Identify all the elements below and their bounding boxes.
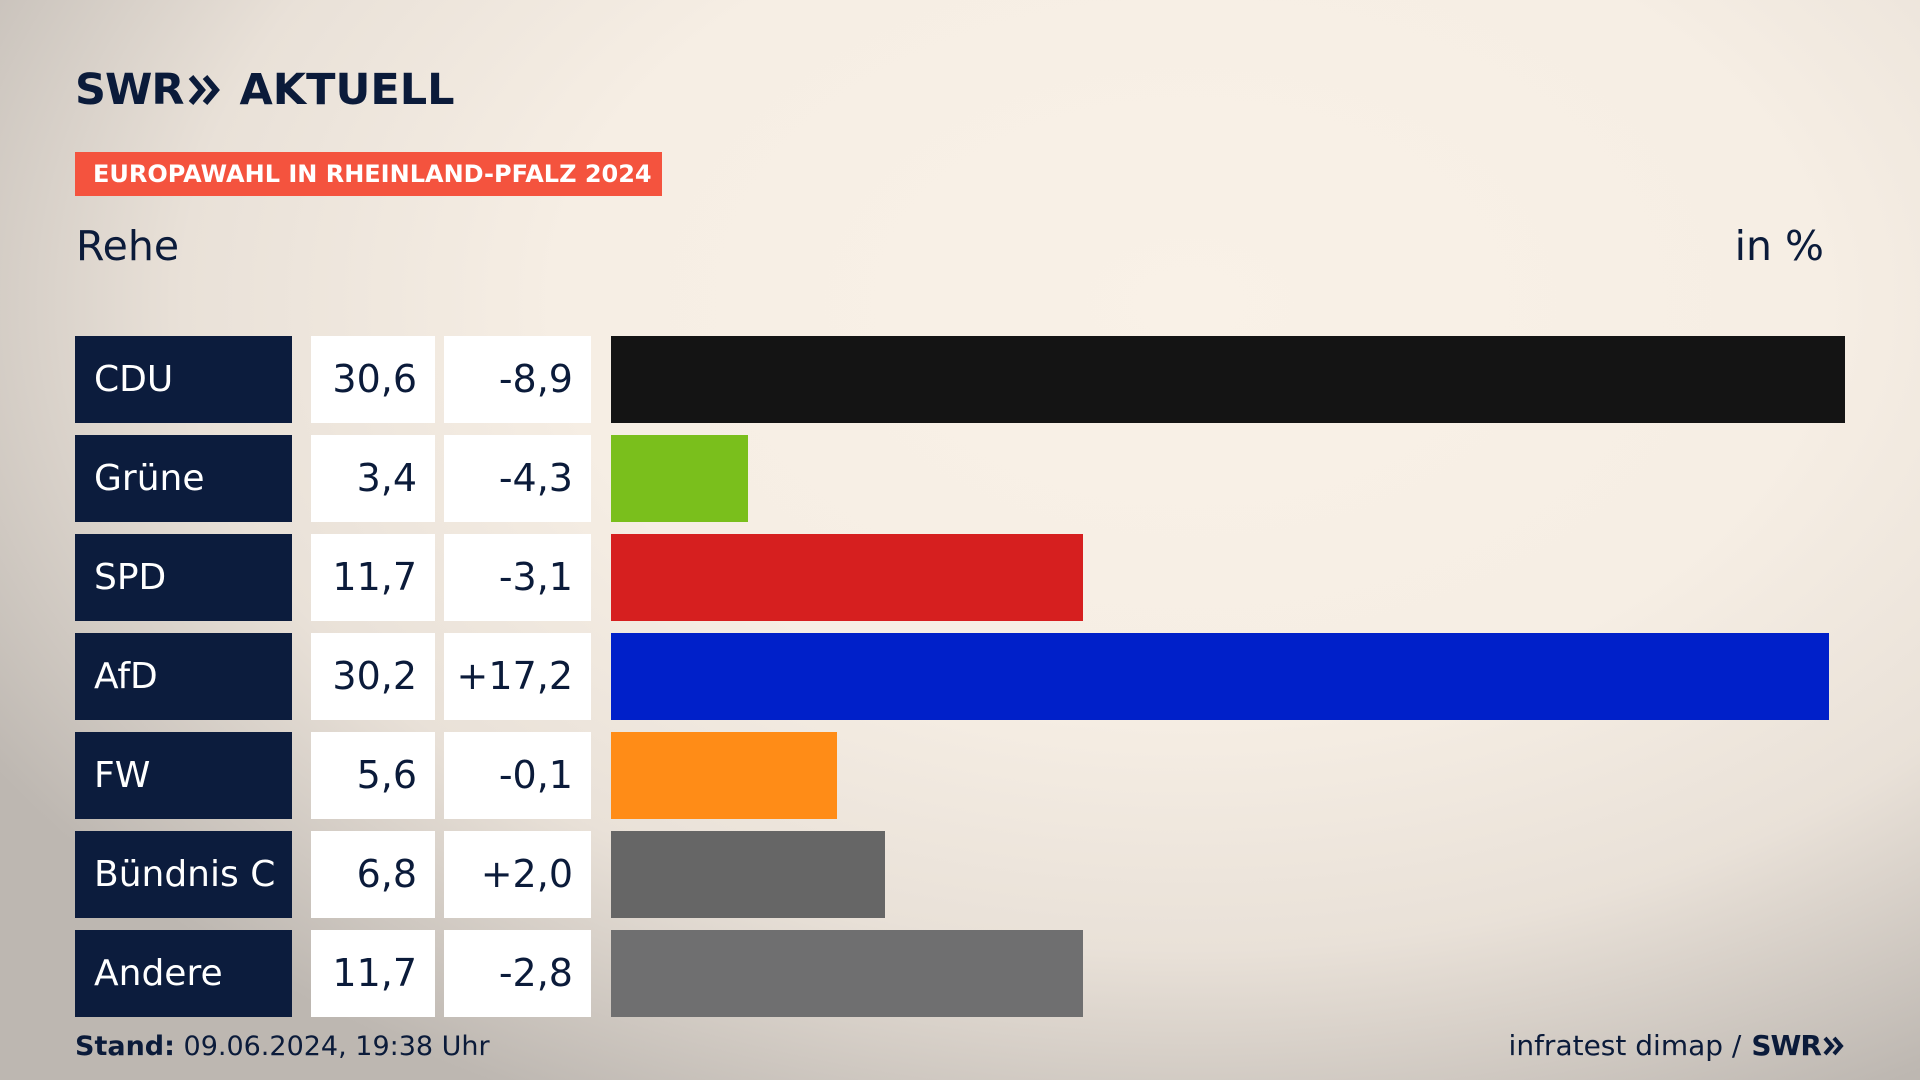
party-label: Bündnis C bbox=[75, 831, 292, 918]
vote-share-label: 3,4 bbox=[311, 435, 435, 522]
chart-subtitle: Rehe bbox=[76, 222, 180, 270]
result-bar bbox=[611, 534, 1083, 621]
unit-label: in % bbox=[1734, 222, 1824, 270]
vote-share-label: 11,7 bbox=[311, 930, 435, 1017]
double-chevron-icon-small bbox=[1823, 1035, 1845, 1057]
result-bar bbox=[611, 435, 748, 522]
result-bar bbox=[611, 633, 1829, 720]
result-bar bbox=[611, 930, 1083, 1017]
party-label: FW bbox=[75, 732, 292, 819]
source-swr-logo: SWR bbox=[1751, 1029, 1822, 1062]
result-bar bbox=[611, 732, 837, 819]
result-bar bbox=[611, 336, 1845, 423]
result-bar bbox=[611, 831, 885, 918]
party-label: Andere bbox=[75, 930, 292, 1017]
change-label: -0,1 bbox=[444, 732, 591, 819]
source-text: infratest dimap / bbox=[1508, 1029, 1742, 1062]
stand-label: Stand: bbox=[75, 1031, 175, 1062]
source-credit: infratest dimap / SWR bbox=[1509, 1029, 1845, 1062]
change-label: -2,8 bbox=[444, 930, 591, 1017]
change-label: -4,3 bbox=[444, 435, 591, 522]
change-label: +17,2 bbox=[444, 633, 591, 720]
change-label: -8,9 bbox=[444, 336, 591, 423]
change-label: -3,1 bbox=[444, 534, 591, 621]
timestamp: Stand: 09.06.2024, 19:38 Uhr bbox=[75, 1031, 490, 1062]
logo-aktuell-text: AKTUELL bbox=[239, 65, 455, 115]
vote-share-label: 11,7 bbox=[311, 534, 435, 621]
party-label: Grüne bbox=[75, 435, 292, 522]
party-label: SPD bbox=[75, 534, 292, 621]
double-chevron-icon bbox=[188, 73, 222, 107]
stand-value: 09.06.2024, 19:38 Uhr bbox=[183, 1031, 490, 1062]
vote-share-label: 30,6 bbox=[311, 336, 435, 423]
vote-share-label: 30,2 bbox=[311, 633, 435, 720]
vote-share-label: 5,6 bbox=[311, 732, 435, 819]
party-label: CDU bbox=[75, 336, 292, 423]
party-label: AfD bbox=[75, 633, 292, 720]
logo-swr-text: SWR bbox=[75, 65, 185, 115]
election-tag: EUROPAWAHL IN RHEINLAND-PFALZ 2024 bbox=[75, 152, 662, 196]
swr-aktuell-logo: SWR AKTUELL bbox=[75, 65, 455, 115]
vote-share-label: 6,8 bbox=[311, 831, 435, 918]
change-label: +2,0 bbox=[444, 831, 591, 918]
